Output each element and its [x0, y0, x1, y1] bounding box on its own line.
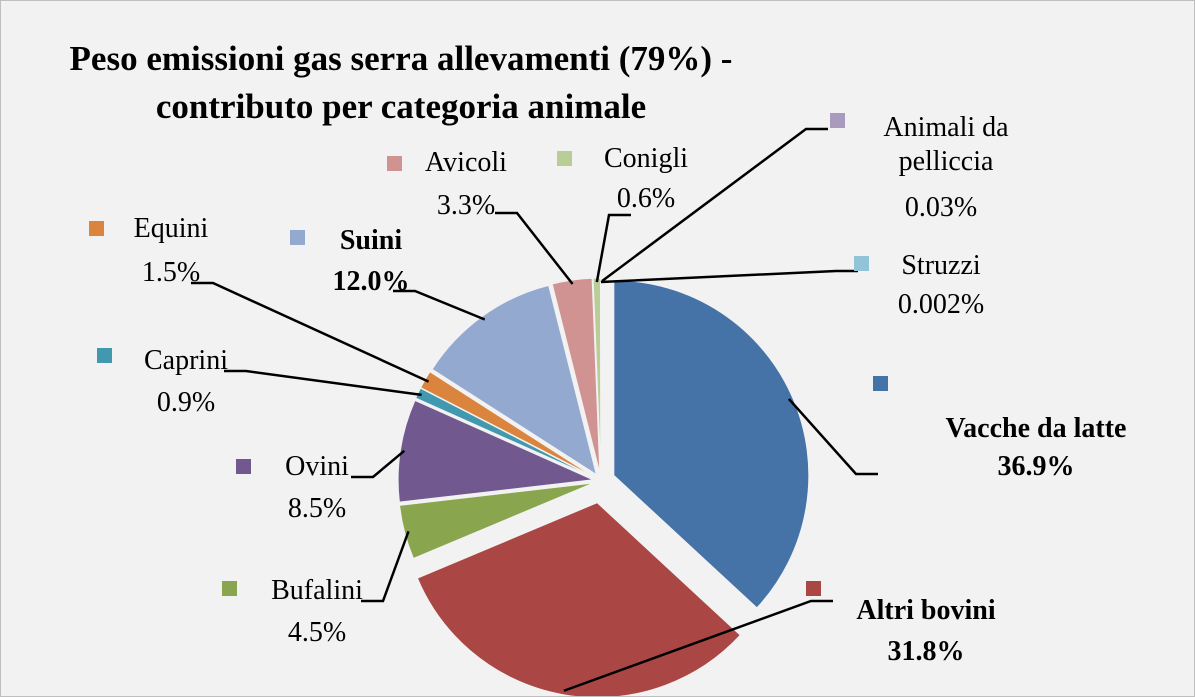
slice-name: Animali da pelliccia — [883, 112, 1009, 177]
slice-value: 0.03% — [904, 192, 978, 223]
pie-slice — [397, 399, 595, 503]
slice-value: 0.6% — [616, 183, 676, 214]
leader-line — [224, 369, 422, 397]
slice-value: 4.5% — [287, 617, 347, 648]
pie-slice — [613, 279, 810, 609]
leader-line — [563, 599, 833, 692]
slice-name: Avicoli — [425, 147, 507, 178]
legend-swatch — [290, 230, 305, 245]
legend-swatch — [806, 581, 821, 596]
leader-line — [600, 269, 858, 284]
chart-title: Peso emissioni gas serra allevamenti (79… — [69, 39, 733, 126]
slice-name: Ovini — [285, 451, 349, 482]
legend-swatch — [873, 376, 888, 391]
slice-name: Bufalini — [271, 575, 363, 606]
slice-value: 0.002% — [897, 289, 985, 320]
leader-line — [600, 127, 828, 284]
pie-slice — [431, 284, 598, 476]
leader-line — [351, 449, 406, 479]
slice-value: 8.5% — [287, 493, 347, 524]
leader-line — [595, 213, 631, 283]
legend-swatch — [222, 581, 237, 596]
slice-value: 12.0% — [332, 266, 410, 297]
slice-value: 0.9% — [156, 387, 216, 418]
slice-name: Equini — [133, 213, 209, 244]
slice-name: Struzzi — [901, 250, 981, 281]
leader-line — [361, 530, 410, 603]
pie-slice — [398, 482, 594, 560]
slice-name: Vacche da latte — [945, 413, 1127, 444]
leader-line — [191, 281, 430, 383]
slice-value: 36.9% — [997, 451, 1075, 482]
legend-swatch — [97, 348, 112, 363]
legend-swatch — [557, 151, 572, 166]
slice-value: 31.8% — [887, 636, 965, 667]
leader-line — [787, 398, 878, 476]
pie-slice — [551, 277, 601, 474]
legend-swatch — [236, 459, 251, 474]
legend-swatch — [854, 256, 869, 271]
slice-name: Suini — [339, 225, 403, 256]
slice-name: Altri bovini — [856, 595, 996, 626]
leader-line — [495, 211, 574, 285]
legend-swatch — [89, 221, 104, 236]
pie-slice — [416, 502, 741, 696]
legend-swatch — [830, 113, 845, 128]
leader-line — [393, 289, 486, 321]
slice-name: Caprini — [144, 345, 228, 376]
legend-swatch — [387, 156, 402, 171]
slice-value: 1.5% — [141, 257, 201, 288]
slice-name: Conigli — [603, 143, 689, 174]
slice-value: 3.3% — [436, 190, 496, 221]
